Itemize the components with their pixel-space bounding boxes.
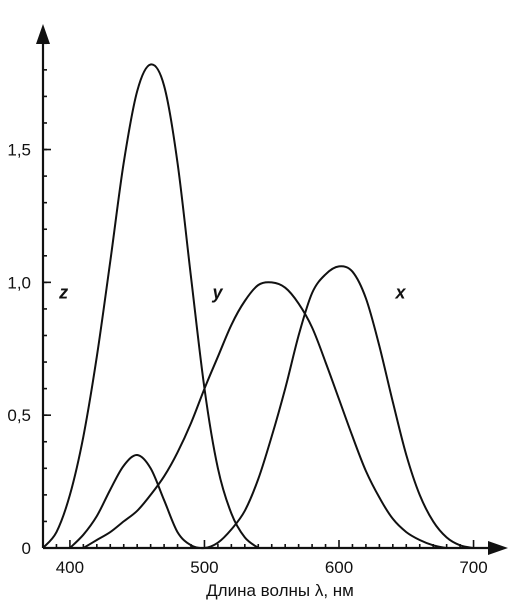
x-tick-label: 600 [325, 558, 353, 577]
y-axis-arrow-icon [36, 24, 50, 44]
ticks: 0 0,5 1,0 1,5 400 500 600 700 [7, 42, 488, 577]
x-tick-label: 400 [56, 558, 84, 577]
y-tick-label: 1,5 [7, 141, 31, 160]
curve-z [42, 63, 259, 549]
curve-label-z: z [58, 282, 68, 302]
y-tick-label: 0 [22, 539, 31, 558]
x-axis-title: Длина волны λ, нм [206, 581, 354, 600]
y-tick-label: 1,0 [7, 273, 31, 292]
x-tick-label: 500 [190, 558, 218, 577]
curve-y [82, 281, 447, 549]
curves [42, 63, 474, 550]
x-tick-label: 700 [459, 558, 487, 577]
curve-label-y: y [212, 282, 224, 302]
y-tick-label: 0,5 [7, 406, 31, 425]
x-axis-arrow-icon [488, 541, 508, 555]
curve-label-x: x [395, 282, 407, 302]
curve-x [69, 265, 474, 550]
